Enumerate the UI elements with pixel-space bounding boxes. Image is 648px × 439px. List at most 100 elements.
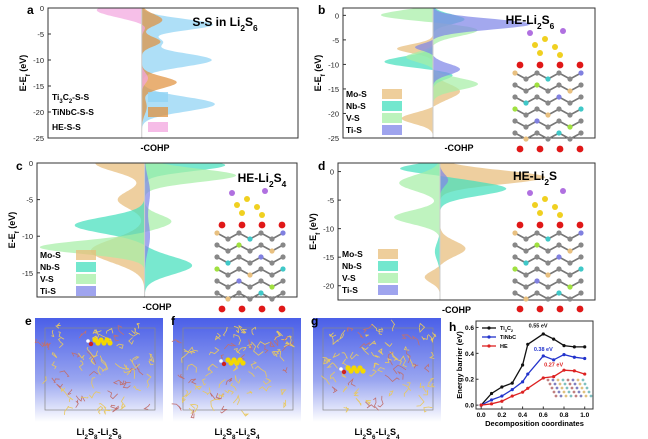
- legend-swatch: [382, 101, 402, 111]
- solvent-molecule: [282, 367, 288, 373]
- atom: [560, 386, 564, 390]
- atom: [556, 290, 562, 296]
- y-tick-label: -25: [328, 134, 339, 143]
- cohp-area-ti3c2-s-s: [141, 8, 215, 138]
- solvent-molecule: [207, 363, 218, 371]
- solvent-molecule: [220, 354, 224, 359]
- solvent-molecule: [387, 351, 393, 366]
- cohp-area-nb-s: [400, 163, 507, 300]
- solvent-molecule: [143, 403, 151, 410]
- x-axis-label: -COHP: [445, 143, 474, 153]
- oxygen-atom: [218, 305, 226, 313]
- solvent-molecule: [42, 376, 47, 384]
- solvent-molecule: [64, 405, 74, 415]
- atom: [523, 248, 529, 254]
- solvent-molecule: [51, 361, 57, 370]
- panel-label: e: [25, 314, 32, 328]
- md-snapshot-background: [313, 318, 441, 422]
- atom: [567, 248, 573, 254]
- atom: [247, 248, 253, 254]
- atom: [534, 82, 540, 88]
- solvent-molecule: [347, 377, 356, 387]
- solvent-molecule: [378, 327, 384, 335]
- atom: [534, 290, 540, 296]
- atom: [534, 278, 540, 284]
- panel-b: 0 -5 -10 -15 -20 -25 b HE-Li2S6 -COHP E-Ef (eV) Mo…: [313, 3, 596, 153]
- panel-title: HE-Li2S6: [506, 13, 555, 31]
- legend-label: Ti3C2-S-S: [52, 92, 90, 105]
- oxygen-atom: [576, 145, 584, 153]
- solvent-molecule: [110, 404, 120, 409]
- solvent-molecule: [78, 352, 85, 361]
- solvent-molecule: [431, 332, 437, 340]
- solvent-molecule: [377, 367, 385, 373]
- atom: [557, 390, 561, 394]
- solvent-molecule: [225, 377, 233, 386]
- solvent-molecule: [346, 327, 354, 332]
- solvent-molecule: [269, 340, 275, 348]
- sulfur-atom: [552, 44, 558, 50]
- oxygen-atom: [258, 305, 266, 313]
- y-tick-label: 0.4: [465, 351, 474, 358]
- solvent-molecule: [246, 390, 253, 394]
- lithium-atom: [339, 367, 343, 371]
- solvent-molecule: [223, 342, 237, 350]
- data-point: [520, 363, 525, 367]
- data-point: [572, 355, 576, 359]
- data-point: [562, 353, 566, 357]
- atom: [556, 82, 562, 88]
- atom: [247, 284, 253, 290]
- oxygen-atom: [556, 61, 564, 69]
- atom: [567, 76, 573, 82]
- atom: [512, 82, 518, 88]
- atom: [546, 378, 550, 382]
- y-tick-label: -5: [37, 30, 44, 39]
- legend-label: HE: [500, 344, 508, 350]
- atom: [534, 70, 540, 76]
- sulfur-atom: [542, 196, 548, 202]
- lithium-atom: [341, 369, 347, 375]
- solvent-molecule: [122, 380, 131, 389]
- solvent-molecule: [68, 396, 74, 403]
- solvent-molecule: [324, 358, 332, 363]
- legend-label: Nb-S: [342, 261, 362, 271]
- solvent-molecule: [57, 337, 64, 348]
- solvent-molecule: [241, 410, 250, 417]
- y-tick-label: -15: [328, 85, 339, 94]
- data-point: [500, 399, 504, 403]
- y-tick-label: -10: [33, 56, 44, 65]
- atom: [566, 378, 570, 382]
- atom: [214, 230, 220, 236]
- atom: [545, 296, 551, 302]
- sulfur-atom: [532, 202, 538, 208]
- plot-frame: [337, 162, 596, 301]
- atom: [247, 272, 253, 278]
- legend-label: V-S: [342, 273, 356, 283]
- atom: [523, 236, 529, 242]
- atom: [269, 272, 275, 278]
- atom: [582, 390, 586, 394]
- data-point: [520, 390, 525, 394]
- x-axis-label: -COHP: [442, 305, 471, 315]
- lithium-atom: [219, 359, 223, 363]
- atom: [512, 70, 518, 76]
- atom: [559, 394, 563, 398]
- atom: [523, 296, 529, 302]
- atom: [280, 242, 286, 248]
- solvent-molecule: [363, 323, 374, 334]
- atom: [534, 94, 540, 100]
- solvent-molecule: [128, 337, 134, 345]
- solvent-molecule: [370, 351, 380, 358]
- y-tick-label: -15: [22, 269, 33, 278]
- atom: [556, 378, 560, 382]
- solvent-molecule: [128, 332, 141, 337]
- solvent-molecule: [188, 407, 198, 414]
- legend-label: Ti3C2: [500, 326, 513, 333]
- solvent-molecule: [112, 407, 120, 413]
- solvent-molecule: [262, 377, 272, 385]
- legend-label: Nb-S: [346, 101, 366, 111]
- solvent-molecule: [133, 385, 141, 392]
- series-line-2: [481, 369, 585, 406]
- lithium-atom: [560, 28, 566, 34]
- atom: [269, 236, 275, 242]
